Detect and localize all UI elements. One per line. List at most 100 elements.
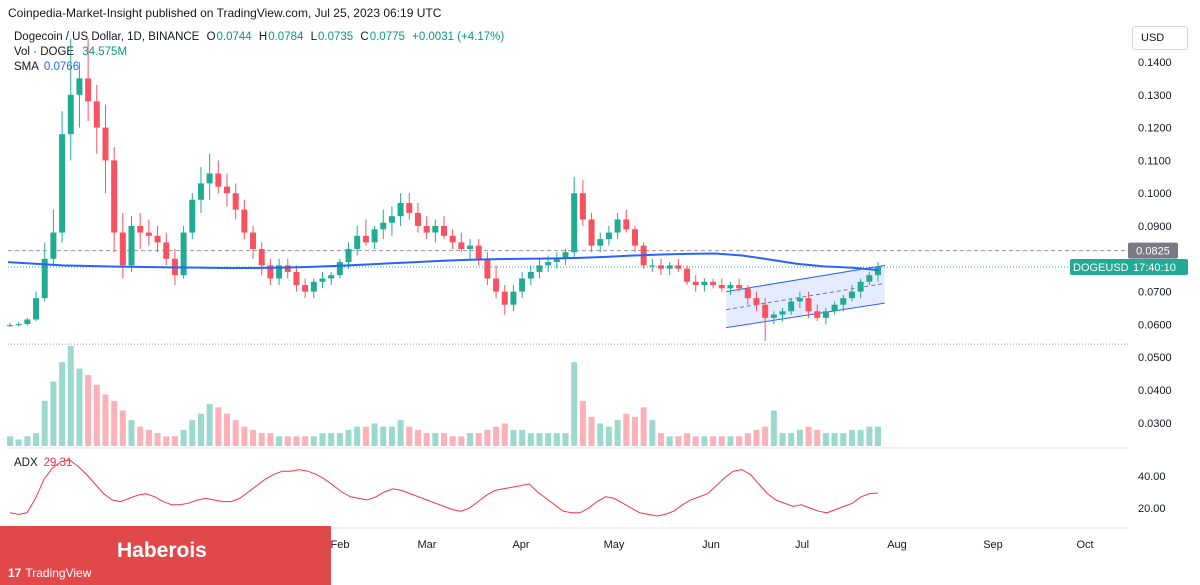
- tradingview-logo-icon: 17: [8, 566, 22, 580]
- candle-body: [328, 275, 335, 279]
- price-axis-tick: 0.0600: [1138, 319, 1172, 331]
- volume-bar: [501, 423, 508, 446]
- candle-body: [215, 173, 222, 187]
- volume-bar: [432, 433, 439, 446]
- volume-bar: [41, 400, 48, 446]
- volume-bar: [536, 433, 543, 446]
- volume-bar: [145, 429, 152, 446]
- price-level-tag-text: 0.0825: [1136, 246, 1170, 258]
- change-value: +0.0031 (+4.17%): [412, 31, 505, 43]
- volume-bar: [119, 410, 126, 446]
- candle-body: [666, 265, 673, 269]
- volume-bar: [458, 436, 465, 446]
- tradingview-logo[interactable]: 17 TradingView: [8, 566, 91, 580]
- candle-body: [675, 265, 682, 269]
- volume-bar: [206, 404, 213, 446]
- volume-bar: [631, 416, 638, 446]
- candle-body: [536, 265, 543, 272]
- adx-axis-tick: 20.00: [1138, 503, 1166, 515]
- candle-body: [371, 229, 378, 243]
- adx-value: 29.31: [43, 457, 73, 469]
- candle-body: [770, 314, 777, 318]
- price-axis-tick: 0.0500: [1138, 352, 1172, 364]
- watermark-banner: Haberois 17 TradingView: [0, 526, 331, 585]
- candle-body: [744, 288, 751, 299]
- volume-bar: [814, 429, 821, 446]
- candle-body: [137, 226, 144, 233]
- price-axis-tick: 0.0400: [1138, 385, 1172, 397]
- symbol-title: Dogecoin / US Dollar, 1D, BINANCE: [14, 31, 200, 43]
- candle-body: [7, 325, 13, 327]
- volume-bar: [293, 436, 300, 446]
- watermark-text: Haberois: [117, 539, 207, 562]
- candle-body: [727, 285, 734, 289]
- candle-body: [796, 298, 803, 302]
- candle-body: [553, 258, 560, 263]
- volume-bar: [180, 429, 187, 446]
- candle-body: [406, 203, 413, 213]
- volume-bar: [267, 433, 274, 446]
- candle-body: [631, 229, 638, 246]
- adx-label: ADX: [14, 457, 38, 469]
- time-axis-tick: Jun: [702, 539, 720, 551]
- volume-bar: [163, 436, 170, 446]
- price-axis-tick: 0.1300: [1138, 90, 1172, 102]
- candle-body: [119, 232, 126, 266]
- candle-body: [336, 262, 343, 276]
- candle-body: [840, 298, 847, 305]
- volume-bar: [840, 433, 847, 446]
- volume-bar: [24, 436, 31, 446]
- candle-body: [154, 235, 161, 243]
- countdown-tag-text: 17:40:10: [1133, 262, 1176, 274]
- volume-bar: [467, 433, 474, 446]
- volume-bar: [362, 426, 369, 446]
- candle-body: [692, 281, 699, 286]
- volume-bar: [93, 384, 100, 446]
- candle-body: [467, 245, 474, 249]
- time-axis-tick: Sep: [983, 539, 1003, 551]
- channel-lower-line: [726, 302, 885, 329]
- low-value: 0.0735: [318, 31, 354, 43]
- volume-bar: [15, 439, 22, 446]
- volume-bar: [371, 423, 378, 446]
- candle-body: [571, 193, 578, 253]
- candle-body: [284, 265, 291, 272]
- adx-line: [9, 459, 879, 517]
- volume-bar: [831, 433, 838, 446]
- volume-bar: [102, 394, 109, 446]
- candle-body: [475, 245, 482, 259]
- candle-body: [805, 298, 812, 312]
- symbol-tag-text: DOGEUSD: [1073, 262, 1129, 274]
- volume-bar: [822, 433, 829, 446]
- time-axis-tick: Aug: [887, 539, 907, 551]
- candle-body: [85, 78, 92, 102]
- candle-body: [67, 94, 74, 135]
- volume-bar: [762, 426, 769, 446]
- low-label: L: [310, 31, 318, 43]
- candle-body: [449, 235, 456, 243]
- price-axis-tick: 0.1100: [1138, 155, 1171, 167]
- volume-bar: [588, 416, 595, 446]
- volume-bar: [449, 436, 456, 446]
- volume-bar: [788, 433, 795, 446]
- volume-bar: [545, 433, 552, 446]
- adx-axis-tick: 40.00: [1138, 471, 1166, 483]
- candle-body: [510, 291, 517, 305]
- volume-bar: [137, 426, 144, 446]
- volume-bar: [128, 420, 135, 446]
- time-axis-tick: Apr: [512, 539, 529, 551]
- candle-body: [441, 226, 447, 236]
- candle-body: [658, 265, 664, 269]
- volume-bar: [197, 413, 204, 446]
- volume-bar: [605, 426, 612, 446]
- candle-body: [111, 160, 118, 233]
- volume-bar: [848, 429, 855, 446]
- currency-button[interactable]: USD: [1132, 26, 1188, 50]
- volume-bar: [640, 407, 647, 446]
- volume-bar: [250, 429, 257, 446]
- adx-legend: ADX 29.31: [14, 457, 72, 469]
- candle-body: [93, 101, 100, 128]
- time-axis-tick: May: [604, 539, 625, 551]
- candle-body: [380, 222, 387, 230]
